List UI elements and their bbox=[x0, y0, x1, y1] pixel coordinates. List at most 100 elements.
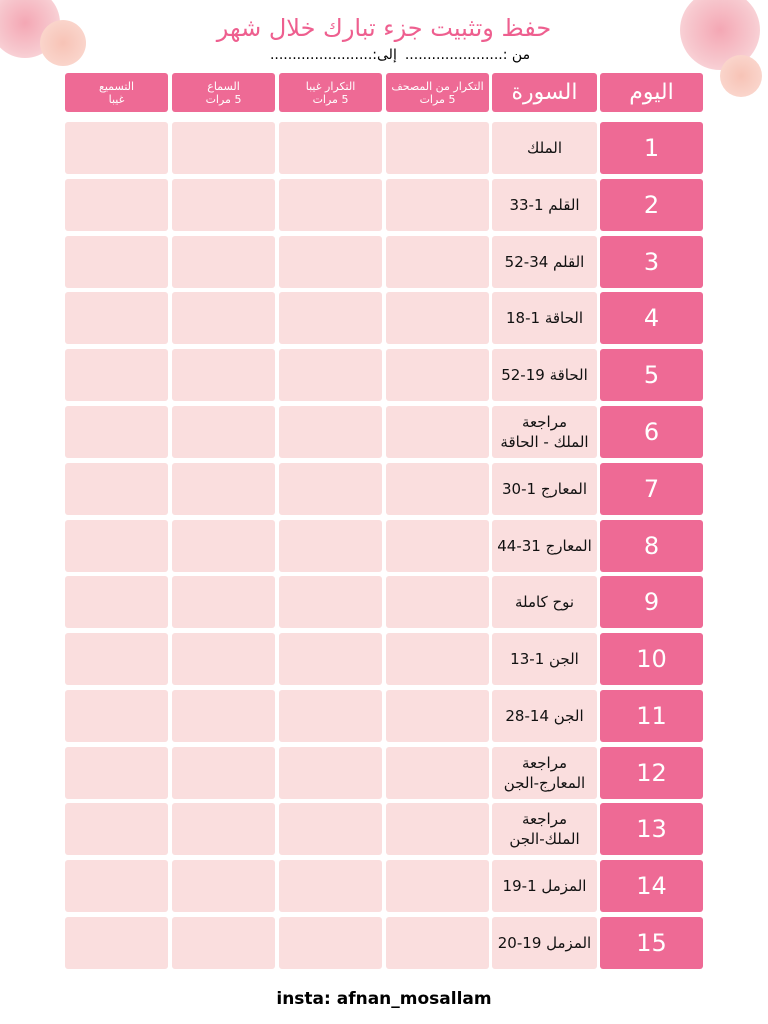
empty-cell bbox=[65, 860, 168, 913]
surah-line: المعارج-الجن bbox=[503, 773, 586, 792]
empty-cell bbox=[386, 917, 489, 969]
day-cell: 4 bbox=[600, 292, 703, 345]
empty-cell bbox=[172, 633, 275, 686]
empty-cell bbox=[386, 405, 489, 458]
surah-cell: الملك bbox=[492, 122, 597, 174]
column-header: التكرار من المصحف 5 مرات bbox=[386, 73, 489, 112]
empty-cell bbox=[279, 689, 382, 742]
empty-cell bbox=[172, 917, 275, 969]
empty-cell bbox=[279, 576, 382, 629]
header-line: التكرار من المصحف bbox=[391, 79, 484, 93]
day-cell: 9 bbox=[600, 576, 703, 629]
surah-line: المزمل 19-20 bbox=[497, 934, 592, 952]
day-number: 7 bbox=[643, 474, 660, 503]
header-line: السورة bbox=[511, 80, 578, 105]
day-cell: 3 bbox=[600, 235, 703, 288]
column-header: السماع 5 مرات bbox=[172, 73, 275, 112]
empty-cell bbox=[386, 633, 489, 686]
empty-cell bbox=[172, 462, 275, 515]
day-cell: 14 bbox=[600, 860, 703, 913]
empty-cell bbox=[172, 689, 275, 742]
empty-cell bbox=[172, 122, 275, 174]
surah-cell: المزمل 1-19 bbox=[492, 860, 597, 913]
surah-line: القلم 34-52 bbox=[504, 252, 585, 271]
surah-line: الملك bbox=[526, 139, 563, 157]
day-number: 14 bbox=[636, 872, 667, 901]
surah-line: الجن 1-13 bbox=[510, 650, 579, 669]
empty-cell bbox=[386, 576, 489, 629]
day-number: 5 bbox=[643, 361, 660, 390]
day-cell: 11 bbox=[600, 689, 703, 742]
surah-line: مراجعة bbox=[521, 412, 568, 431]
empty-cell bbox=[386, 519, 489, 572]
empty-cell bbox=[279, 519, 382, 572]
empty-cell bbox=[172, 746, 275, 799]
day-cell: 13 bbox=[600, 803, 703, 856]
empty-cell bbox=[172, 803, 275, 856]
empty-cell bbox=[386, 349, 489, 402]
empty-cell bbox=[65, 178, 168, 231]
empty-cell bbox=[172, 349, 275, 402]
surah-cell: القلم 34-52 bbox=[492, 235, 597, 288]
surah-line: القلم 1-33 bbox=[509, 195, 580, 214]
empty-cell bbox=[172, 178, 275, 231]
empty-cell bbox=[65, 462, 168, 515]
empty-cell bbox=[279, 292, 382, 345]
day-number: 10 bbox=[636, 645, 667, 674]
day-cell: 15 bbox=[600, 917, 703, 969]
day-cell: 5 bbox=[600, 349, 703, 402]
surah-cell: الجن 14-28 bbox=[492, 689, 597, 742]
column-header: التكرار غيبا 5 مرات bbox=[279, 73, 382, 112]
header-line: اليوم bbox=[629, 80, 674, 105]
surah-cell: مراجعة المعارج-الجن bbox=[492, 746, 597, 799]
surah-cell: القلم 1-33 bbox=[492, 178, 597, 231]
day-number: 13 bbox=[636, 815, 667, 844]
empty-cell bbox=[172, 860, 275, 913]
empty-cell bbox=[172, 519, 275, 572]
surah-cell: المعارج 1-30 bbox=[492, 462, 597, 515]
empty-cell bbox=[279, 917, 382, 969]
empty-cell bbox=[65, 235, 168, 288]
empty-cell bbox=[65, 803, 168, 856]
day-cell: 7 bbox=[600, 462, 703, 515]
surah-line: المعارج 1-30 bbox=[502, 479, 587, 498]
empty-cell bbox=[65, 405, 168, 458]
surah-line: المزمل 1-19 bbox=[502, 877, 587, 896]
empty-cell bbox=[279, 178, 382, 231]
surah-line: مراجعة bbox=[521, 810, 568, 829]
day-number: 9 bbox=[643, 588, 660, 617]
surah-line: الجن 14-28 bbox=[505, 706, 584, 725]
surah-cell: الحاقة 1-18 bbox=[492, 292, 597, 345]
to-label: إلى:....................... bbox=[269, 47, 397, 63]
empty-cell bbox=[386, 178, 489, 231]
day-cell: 12 bbox=[600, 746, 703, 799]
empty-cell bbox=[386, 292, 489, 345]
surah-cell: نوح كاملة bbox=[492, 576, 597, 629]
surah-cell: الجن 1-13 bbox=[492, 633, 597, 686]
surah-line: المعارج 31-44 bbox=[497, 536, 592, 555]
empty-cell bbox=[172, 235, 275, 288]
column-header: اليوم bbox=[600, 73, 703, 112]
empty-cell bbox=[279, 349, 382, 402]
surah-cell: الحاقة 19-52 bbox=[492, 349, 597, 402]
empty-cell bbox=[386, 803, 489, 856]
empty-cell bbox=[279, 860, 382, 913]
empty-cell bbox=[279, 122, 382, 174]
surah-line: الحاقة 19-52 bbox=[501, 366, 588, 385]
empty-cell bbox=[65, 689, 168, 742]
surah-line: الحاقة 1-18 bbox=[505, 309, 584, 328]
empty-cell bbox=[65, 633, 168, 686]
empty-cell bbox=[172, 405, 275, 458]
day-cell: 6 bbox=[600, 405, 703, 458]
footer-credit: insta: afnan_mosallam bbox=[276, 989, 492, 1009]
empty-cell bbox=[386, 689, 489, 742]
empty-cell bbox=[386, 860, 489, 913]
empty-cell bbox=[279, 633, 382, 686]
header-line: 5 مرات bbox=[205, 92, 242, 106]
flower-decoration bbox=[40, 20, 86, 66]
empty-cell bbox=[172, 292, 275, 345]
title: حفظ وتثبيت جزء تبارك خلال شهر bbox=[216, 14, 552, 42]
day-number: 4 bbox=[643, 304, 660, 333]
empty-cell bbox=[386, 122, 489, 174]
